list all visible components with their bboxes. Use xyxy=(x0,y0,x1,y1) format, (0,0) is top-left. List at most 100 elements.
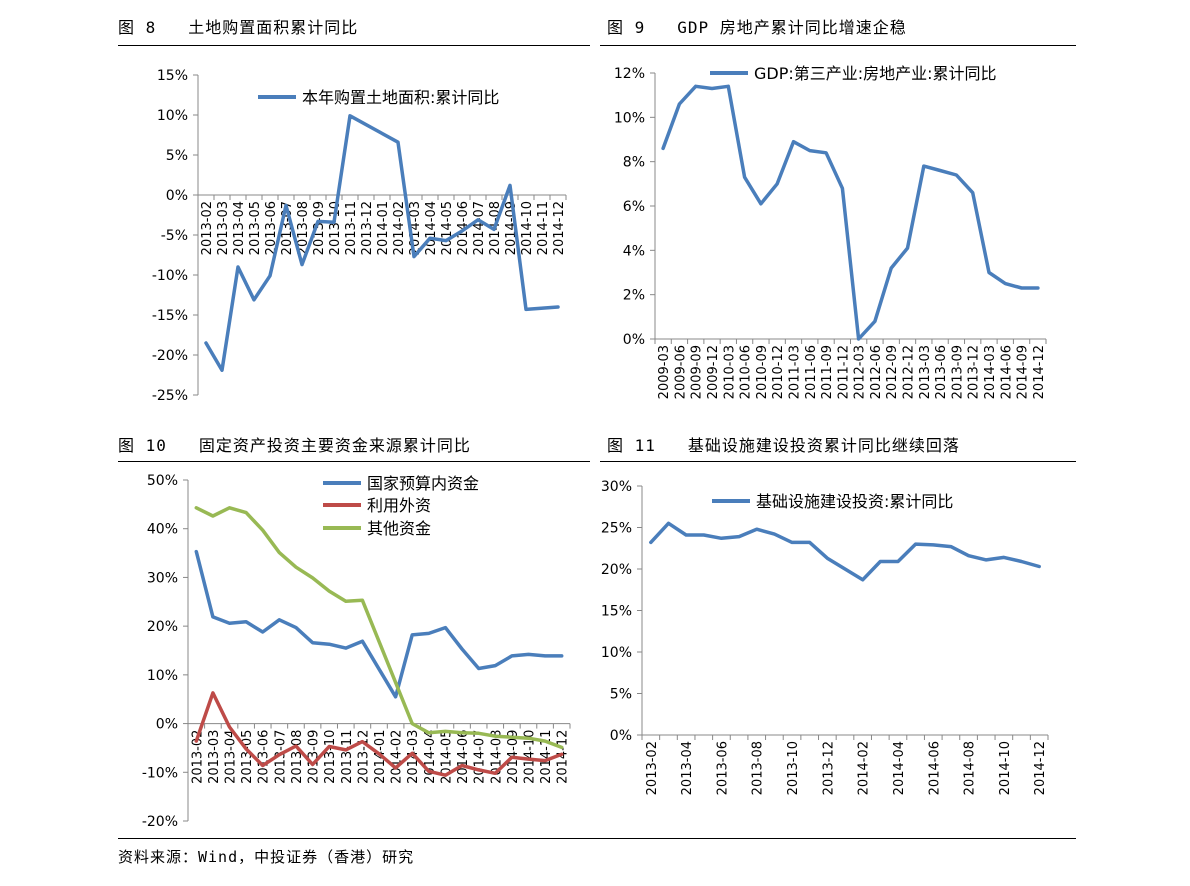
x-tick-label: 2011-09 xyxy=(820,345,835,399)
x-tick-label: 2012-09 xyxy=(885,345,900,399)
source-note: 资料来源：Wind，中投证券（香港）研究 xyxy=(118,848,415,866)
y-tick-label: 15% xyxy=(601,604,632,620)
x-tick-label: 2013-08 xyxy=(290,730,305,784)
legend-label: 本年购置土地面积:累计同比 xyxy=(302,88,499,107)
x-tick-label: 2013-12 xyxy=(821,741,836,795)
y-tick-label: 15% xyxy=(157,68,188,84)
y-tick-label: 10% xyxy=(147,668,178,684)
x-tick-label: 2012-03 xyxy=(853,345,868,399)
y-tick-label: -25% xyxy=(152,388,188,404)
x-tick-label: 2009-09 xyxy=(690,345,705,399)
x-tick-label: 2013-06 xyxy=(715,741,730,795)
x-tick-label: 2013-08 xyxy=(751,741,766,795)
x-tick-label: 2014-03 xyxy=(983,345,998,399)
series-line xyxy=(194,549,564,699)
x-tick-label: 2013-12 xyxy=(967,345,982,399)
y-tick-label: 5% xyxy=(166,148,188,164)
y-tick-label: -5% xyxy=(161,228,188,244)
x-tick-label: 2009-03 xyxy=(657,345,672,399)
y-tick-label: 0% xyxy=(610,728,632,744)
y-tick-label: -20% xyxy=(142,814,178,830)
legend-label: 其他资金 xyxy=(367,519,431,538)
y-tick-label: 20% xyxy=(147,619,178,635)
x-tick-label: 2014-12 xyxy=(1033,741,1048,795)
x-tick-label: 2014-09 xyxy=(1016,345,1031,399)
chart-gdp-real-estate-svg: 12% 10% 8% 6% 4% 2% 0% 2009-03 2009-06 2009-09 200… xyxy=(614,64,1047,399)
x-tick-label: 2013-07 xyxy=(273,730,288,784)
y-tick-label: 10% xyxy=(614,110,645,126)
series-line xyxy=(194,506,564,750)
figure-10-label: 图 10 xyxy=(118,436,167,455)
figure-11-caption: 基础设施建设投资累计同比继续回落 xyxy=(687,436,960,455)
x-tick-label: 2013-06 xyxy=(264,201,279,255)
y-tick-label: 10% xyxy=(157,108,188,124)
x-tick-label: 2013-11 xyxy=(344,201,359,255)
x-tick-label: 2011-12 xyxy=(836,345,851,399)
series-line xyxy=(204,114,560,372)
x-tick-label: 2014-11 xyxy=(536,201,551,255)
legend-label: GDP:第三产业:房地产业:累计同比 xyxy=(754,64,997,83)
series-line xyxy=(194,691,564,777)
y-tick-label: 5% xyxy=(610,687,632,703)
series-line xyxy=(649,521,1041,582)
y-tick-label: 30% xyxy=(601,479,632,495)
x-tick-label: 2013-06 xyxy=(934,345,949,399)
legend-label: 利用外资 xyxy=(367,496,431,515)
x-tick-label: 2009-12 xyxy=(706,345,721,399)
chart-funding-sources-svg: 50%40%30%20%10%0%-10%-20%2013-02 2013-03 2… xyxy=(142,473,571,830)
figure-9-rule xyxy=(600,45,1076,46)
chart-infrastructure-svg: 30% 25% 20% 15% 10% 5% 0% 2013-02 2013-04 2013-06… xyxy=(601,479,1049,795)
x-tick-label: 2014-06 xyxy=(456,730,471,784)
x-tick-label: 2014-02 xyxy=(857,741,872,795)
x-tick-label: 2012-12 xyxy=(902,345,917,399)
y-tick-label: 8% xyxy=(623,155,645,171)
y-tick-label: -20% xyxy=(152,348,188,364)
x-tick-label: 2014-08 xyxy=(963,741,978,795)
x-tick-label: 2013-12 xyxy=(360,201,375,255)
x-tick-label: 2013-12 xyxy=(356,730,371,784)
x-tick-label: 2014-06 xyxy=(999,345,1014,399)
chart-funding-sources: 50% 40% 30% 20% 10% 0% -10% -20% 2013-02 2013-03 2… xyxy=(118,468,598,833)
x-tick-label: 2011-03 xyxy=(787,345,802,399)
x-tick-label: 2014-10 xyxy=(520,201,535,255)
x-tick-label: 2009-06 xyxy=(673,345,688,399)
y-tick-label: -10% xyxy=(142,765,178,781)
x-tick-label: 2014-04 xyxy=(423,730,438,784)
x-tick-label: 2014-12 xyxy=(1032,345,1047,399)
figure-10-caption: 固定资产投资主要资金来源累计同比 xyxy=(198,436,471,455)
y-tick-label: 0% xyxy=(166,188,188,204)
x-tick-label: 2014-10 xyxy=(998,741,1013,795)
y-tick-label: 12% xyxy=(614,66,645,82)
x-tick-label: 2013-09 xyxy=(307,730,322,784)
x-tick-label: 2013-02 xyxy=(200,201,215,255)
figure-9-label: 图 9 xyxy=(607,18,646,37)
x-tick-label: 2014-05 xyxy=(440,201,455,255)
figure-8-rule xyxy=(118,45,590,46)
x-tick-label: 2010-12 xyxy=(771,345,786,399)
figure-9-caption: GDP 房地产累计同比增速企稳 xyxy=(677,18,907,37)
legend-label: 基础设施建设投资:累计同比 xyxy=(756,492,953,511)
y-tick-label: 6% xyxy=(623,199,645,215)
x-tick-label: 2014-04 xyxy=(424,201,439,255)
x-tick-label: 2014-10 xyxy=(522,730,537,784)
x-tick-label: 2013-02 xyxy=(645,741,660,795)
x-tick-label: 2014-06 xyxy=(927,741,942,795)
figure-11-rule xyxy=(600,461,1076,462)
legend-label: 国家预算内资金 xyxy=(367,474,479,493)
y-tick-label: 50% xyxy=(147,473,178,489)
x-tick-label: 2013-10 xyxy=(786,741,801,795)
chart-infrastructure: 30% 25% 20% 15% 10% 5% 0% 2013-02 2013-04 2013-06… xyxy=(600,468,1080,833)
y-tick-label: 30% xyxy=(147,570,178,586)
figure-9-title: 图 9 GDP 房地产累计同比增速企稳 xyxy=(607,14,907,38)
y-tick-label: 20% xyxy=(601,562,632,578)
chart-land-purchase-svg: 15%10%5%0%-5%-10%-15%-20%-25%2013-02 2013… xyxy=(152,68,567,404)
x-tick-label: 2013-05 xyxy=(248,201,263,255)
x-tick-label: 2012-06 xyxy=(869,345,884,399)
x-tick-label: 2010-03 xyxy=(722,345,737,399)
y-tick-label: 25% xyxy=(601,521,632,537)
bottom-rule xyxy=(118,838,1076,839)
x-tick-label: 2014-04 xyxy=(892,741,907,795)
x-tick-label: 2013-10 xyxy=(323,730,338,784)
x-tick-label: 2014-02 xyxy=(392,201,407,255)
x-tick-label: 2014-01 xyxy=(376,201,391,255)
